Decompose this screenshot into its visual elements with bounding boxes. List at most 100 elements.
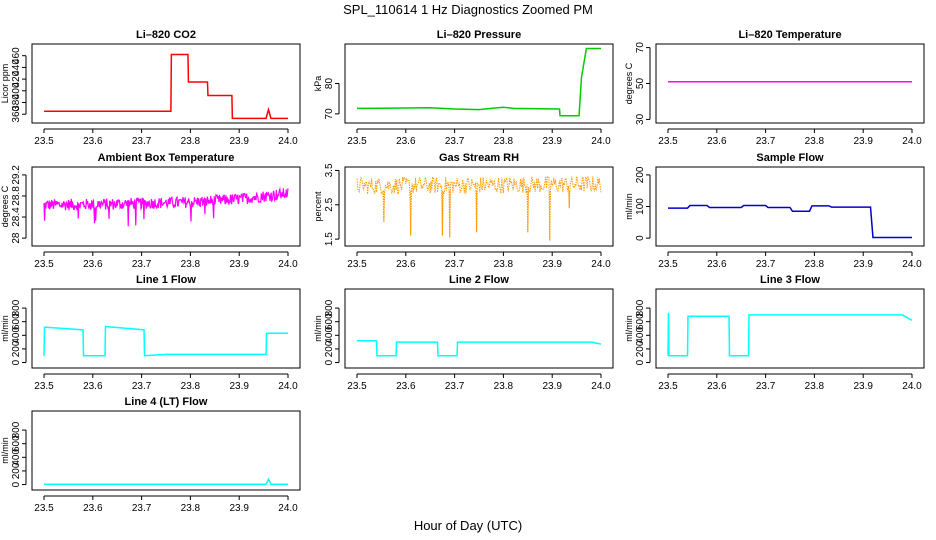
y-tick-label: 200 — [635, 166, 646, 183]
y-tick-label: 600 — [635, 313, 646, 330]
x-tick-label: 24.0 — [902, 259, 922, 270]
plot-frame — [344, 166, 614, 247]
y-axis-label: degrees C — [0, 185, 10, 227]
x-tick-label: 24.0 — [278, 259, 298, 270]
x-tick-label: 23.5 — [347, 259, 367, 270]
series-line — [357, 340, 602, 357]
y-tick-label: 400 — [635, 327, 646, 344]
x-tick-label: 24.0 — [278, 381, 298, 392]
panel-title: Ambient Box Temperature — [98, 152, 235, 164]
x-tick-label: 23.5 — [347, 381, 367, 392]
plot-frame — [31, 410, 301, 491]
x-tick-label: 23.8 — [805, 136, 825, 147]
x-tick-label: 23.6 — [83, 503, 103, 514]
x-tick-label: 24.0 — [591, 136, 611, 147]
x-tick-label: 23.5 — [658, 381, 678, 392]
y-tick-label: 0 — [635, 359, 646, 365]
x-tick-label: 24.0 — [591, 381, 611, 392]
x-tick-label: 23.8 — [181, 381, 201, 392]
y-tick-label: 0 — [635, 235, 646, 241]
y-tick-label: 380 — [11, 94, 22, 111]
x-tick-label: 23.6 — [83, 136, 103, 147]
x-tick-label: 24.0 — [902, 136, 922, 147]
y-axis-label: ml/min — [0, 437, 10, 464]
x-tick-label: 23.6 — [707, 381, 727, 392]
panel-4: Ambient Box Temperature 23.5 23.6 23.7 23.8 2… — [0, 152, 301, 270]
x-tick-label: 23.6 — [83, 381, 103, 392]
panel-title: Line 4 (LT) Flow — [125, 396, 208, 408]
panel-10: Line 4 (LT) Flow 23.5 23.6 23.7 23.8 23.9 24.0… — [0, 396, 301, 514]
x-tick-label: 23.8 — [805, 259, 825, 270]
x-tick-label: 24.0 — [902, 381, 922, 392]
plot-frame — [344, 288, 614, 369]
x-tick-label: 23.8 — [805, 381, 825, 392]
x-axis-title: Hour of Day (UTC) — [413, 518, 523, 533]
y-tick-label: 400 — [11, 449, 22, 466]
x-tick-label: 23.5 — [34, 259, 54, 270]
x-tick-label: 23.9 — [229, 259, 249, 270]
y-tick-label: 0 — [11, 481, 22, 487]
y-tick-label: 600 — [11, 435, 22, 452]
y-tick-label: 200 — [324, 340, 335, 357]
y-tick-label: 50 — [635, 78, 646, 90]
plot-frame — [31, 288, 301, 369]
y-tick-label: 400 — [11, 327, 22, 344]
x-tick-label: 23.7 — [132, 259, 152, 270]
y-tick-label: 200 — [11, 340, 22, 357]
panel-title: Line 2 Flow — [449, 274, 509, 286]
x-tick-label: 23.5 — [658, 259, 678, 270]
x-tick-label: 23.8 — [494, 381, 514, 392]
series-line — [44, 53, 288, 120]
x-tick-label: 23.8 — [181, 136, 201, 147]
y-tick-label: 400 — [11, 82, 22, 99]
x-tick-label: 23.5 — [34, 136, 54, 147]
x-tick-label: 23.9 — [853, 259, 873, 270]
series-line — [43, 186, 289, 227]
x-tick-label: 23.6 — [396, 381, 416, 392]
plot-frame — [31, 43, 301, 124]
x-tick-label: 24.0 — [278, 503, 298, 514]
panel-title: Sample Flow — [756, 152, 824, 164]
panel-title: Line 1 Flow — [136, 274, 196, 286]
y-tick-label: 1.5 — [324, 232, 335, 246]
series-line — [43, 325, 288, 357]
x-tick-label: 23.9 — [229, 503, 249, 514]
y-tick-label: 420 — [11, 70, 22, 87]
plot-frame — [344, 43, 614, 124]
x-tick-label: 23.8 — [494, 136, 514, 147]
y-tick-label: 2.5 — [324, 197, 335, 211]
x-tick-label: 23.7 — [756, 136, 776, 147]
y-tick-label: 400 — [324, 327, 335, 344]
panel-title: Gas Stream RH — [439, 152, 519, 164]
x-tick-label: 23.7 — [756, 259, 776, 270]
y-tick-label: 28.8 — [11, 186, 22, 206]
y-axis-label: ml/min — [0, 315, 10, 342]
x-tick-label: 23.7 — [132, 381, 152, 392]
y-tick-label: 28 — [11, 232, 22, 244]
x-tick-label: 23.5 — [347, 136, 367, 147]
y-axis-label: Licor ppm — [0, 64, 10, 104]
series-line — [356, 175, 602, 241]
y-tick-label: 440 — [11, 59, 22, 76]
x-tick-label: 23.9 — [853, 136, 873, 147]
x-tick-label: 23.6 — [707, 259, 727, 270]
y-tick-label: 460 — [11, 47, 22, 64]
y-axis-label: kPa — [313, 76, 323, 92]
x-tick-label: 23.7 — [132, 136, 152, 147]
x-tick-label: 23.6 — [707, 136, 727, 147]
plot-frame — [655, 166, 925, 247]
x-tick-label: 23.7 — [445, 381, 465, 392]
series-line — [668, 204, 912, 239]
x-tick-label: 24.0 — [591, 259, 611, 270]
plot-frame — [655, 43, 925, 124]
plot-frame — [31, 166, 301, 247]
x-tick-label: 23.7 — [756, 381, 776, 392]
y-tick-label: 800 — [324, 299, 335, 316]
panel-5: Gas Stream RH 23.5 23.6 23.7 23.8 23.9 24.0 1.5… — [313, 152, 614, 270]
y-tick-label: 800 — [11, 421, 22, 438]
figure-title: SPL_110614 1 Hz Diagnostics Zoomed PM — [343, 2, 593, 17]
y-axis-label: percent — [313, 191, 323, 222]
panel-8: Line 2 Flow 23.5 23.6 23.7 23.8 23.9 24.0 0 2004… — [313, 274, 614, 392]
